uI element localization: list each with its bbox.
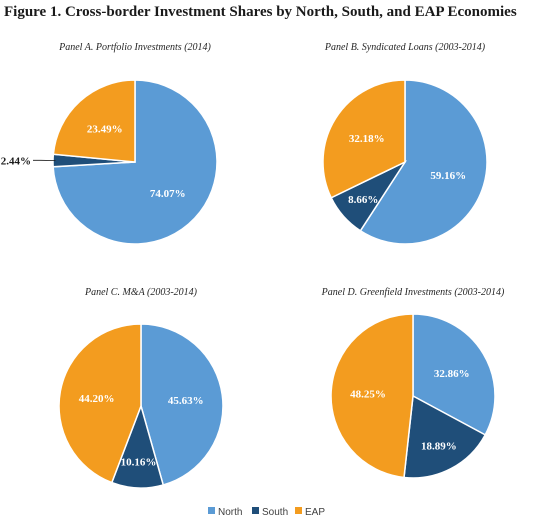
data-label-south: 18.89% [421, 440, 457, 452]
pie-panel-1: Panel A. Portfolio Investments (2014) 74.… [1, 42, 218, 245]
pie-slice-eap [52, 79, 136, 163]
data-label-south: 8.66% [348, 194, 378, 206]
pie-slice-eap [322, 79, 406, 199]
data-label-south: 10.16% [121, 457, 157, 469]
data-label-eap: 48.25% [350, 389, 386, 401]
legend-label-south: South [262, 507, 288, 518]
data-label-north: 32.86% [434, 368, 470, 380]
panel-title: Panel A. Portfolio Investments (2014) [58, 42, 211, 53]
legend-label-north: North [218, 507, 242, 518]
legend-swatch-north [208, 507, 215, 514]
data-label-north: 74.07% [150, 188, 186, 200]
data-label-eap: 32.18% [349, 133, 385, 145]
legend-label-eap: EAP [305, 507, 325, 518]
pie-panel-3: Panel C. M&A (2003-2014) 45.63% 10.16% 44.2… [58, 287, 224, 489]
legend-swatch-eap [295, 507, 302, 514]
panel-title: Panel B. Syndicated Loans (2003-2014) [324, 42, 486, 53]
pie-slice-south [403, 394, 487, 479]
data-label-north: 59.16% [430, 170, 466, 182]
data-label-north: 45.63% [168, 395, 204, 407]
panel-title: Panel D. Greenfield Investments (2003-20… [321, 287, 505, 298]
legend: North South EAP [208, 507, 325, 518]
figure-title: Figure 1. Cross-border Investment Shares… [4, 4, 517, 20]
pie-slice-eap [58, 323, 142, 484]
pie-panel-2: Panel B. Syndicated Loans (2003-2014) 59.… [322, 42, 488, 245]
legend-swatch-south [252, 507, 259, 514]
data-label-eap: 44.20% [79, 393, 115, 405]
data-label-south: 2.44% [1, 155, 31, 167]
pie-slice-eap [330, 313, 414, 479]
data-label-eap: 23.49% [87, 124, 123, 136]
pie-slice-north [140, 323, 224, 486]
pie-slice-north [412, 313, 496, 436]
pie-slice-north [359, 79, 488, 245]
panel-title: Panel C. M&A (2003-2014) [84, 287, 198, 298]
pie-panel-4: Panel D. Greenfield Investments (2003-20… [321, 287, 505, 479]
